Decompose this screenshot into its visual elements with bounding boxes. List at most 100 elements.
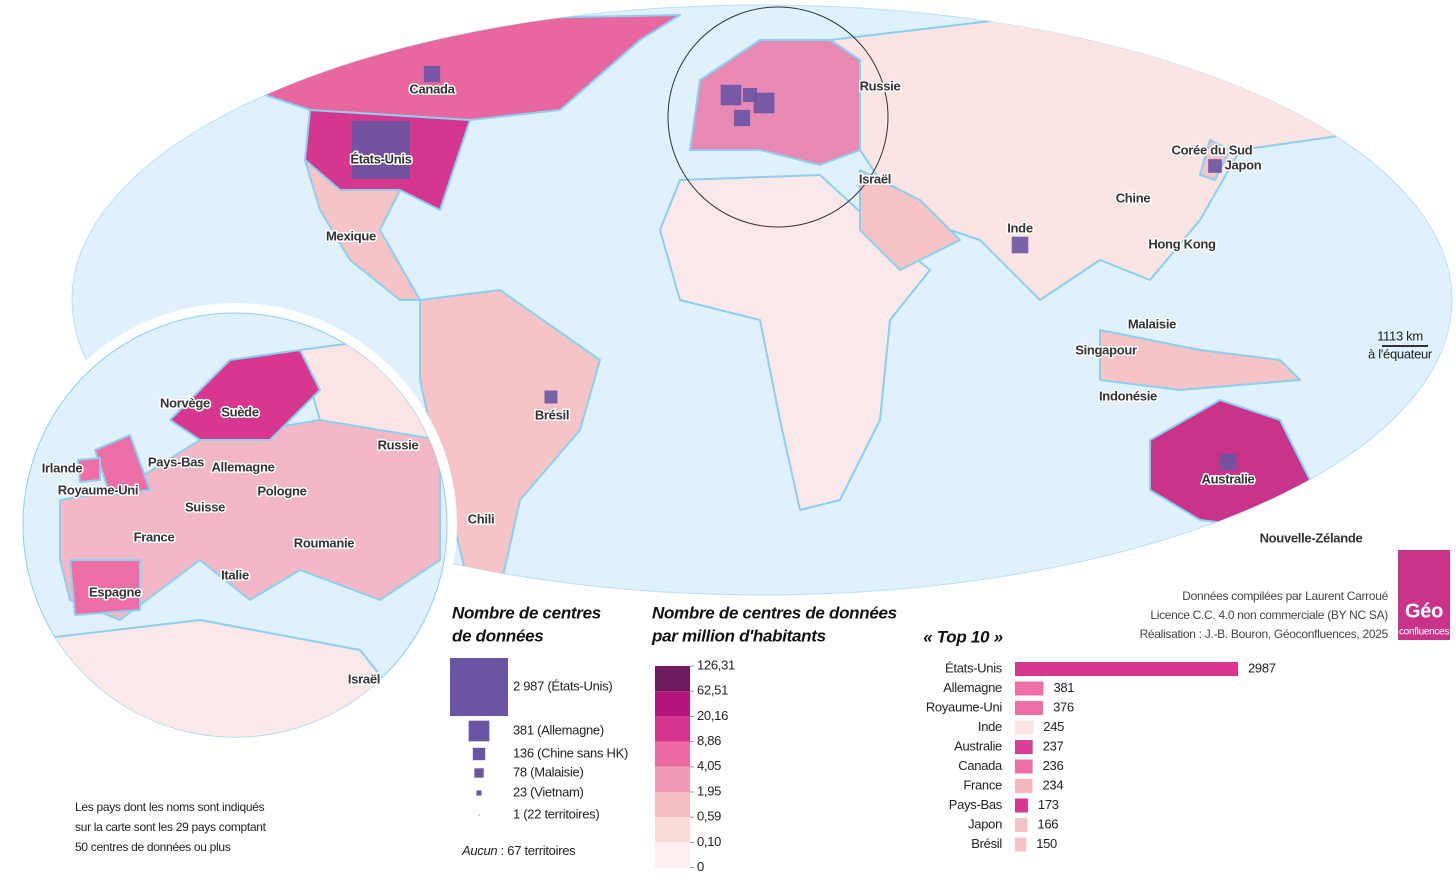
credit-line: Licence C.C. 4.0 non commerciale (BY NC … <box>1150 608 1388 622</box>
top10-category: Inde <box>978 719 1002 734</box>
inset-country-label: Allemagne <box>211 459 274 474</box>
top10-bar <box>1015 662 1238 676</box>
country-label: Israël <box>859 171 891 186</box>
country-label: Australie <box>1202 471 1255 486</box>
top10-category: Japon <box>968 816 1002 831</box>
density-class <box>655 842 690 868</box>
credit-line: Réalisation : J.-B. Bouron, Géoconfluenc… <box>1140 627 1389 641</box>
inset-country-label: Norvège <box>160 395 210 410</box>
density-break-label: 8,86 <box>697 733 721 748</box>
size-legend-square <box>478 814 480 816</box>
country-label: Russie <box>860 78 901 93</box>
credit-line: Données compilées par Laurent Carroué <box>1182 589 1388 603</box>
datacenter-square <box>1011 236 1029 254</box>
inset-ireland <box>77 457 101 483</box>
country-label: Chili <box>468 511 495 526</box>
datacenter-square <box>1208 159 1222 173</box>
size-legend-title: de données <box>452 626 543 645</box>
inset-country-label: France <box>134 529 175 544</box>
density-class <box>655 716 690 742</box>
top10-title: « Top 10 » <box>923 627 1003 646</box>
density-class <box>655 792 690 818</box>
none-text: Aucun : 67 territoires <box>461 843 576 858</box>
top10-category: Allemagne <box>943 680 1002 695</box>
inset-country-label: Irlande <box>42 460 83 475</box>
top10-bar <box>1015 779 1033 793</box>
top10-bar <box>1015 740 1033 754</box>
top10-category: Canada <box>958 758 1003 773</box>
density-break-label: 4,05 <box>697 758 721 773</box>
logo-subtitle: confluences <box>1399 627 1449 638</box>
inset-country-label: Espagne <box>89 584 141 599</box>
size-legend-label: 2 987 (États-Unis) <box>513 678 612 693</box>
datacenter-square <box>733 109 751 127</box>
country-label: Indonésie <box>1099 388 1157 403</box>
credits-panel <box>1100 585 1456 675</box>
inset-country-label: Pays-Bas <box>148 454 204 469</box>
top10-category: Australie <box>954 738 1002 753</box>
logo <box>1398 550 1450 640</box>
scale-caption: à l'équateur <box>1368 346 1433 361</box>
datacenter-square <box>743 88 757 102</box>
size-legend-label: 23 (Vietnam) <box>513 784 584 799</box>
density-class <box>655 766 690 792</box>
scale-distance: 1113 km <box>1377 328 1423 343</box>
country-label: Canada <box>409 81 455 96</box>
country-label: Chine <box>1116 190 1151 205</box>
top10-bar <box>1015 818 1028 832</box>
country-label: Corée du Sud <box>1172 142 1253 157</box>
inset-country-label: Suède <box>221 404 259 419</box>
datacenter-square <box>753 92 775 114</box>
density-break-label: 1,95 <box>697 783 721 798</box>
top10-category: Pays-Bas <box>949 797 1003 812</box>
top10-value: 245 <box>1043 719 1064 734</box>
density-class <box>655 666 690 692</box>
top10-value: 2987 <box>1248 660 1276 675</box>
size-legend-square <box>450 658 508 716</box>
density-legend-title: Nombre de centres de données <box>652 603 897 622</box>
country-label: États-Unis <box>350 151 411 166</box>
top10-category: États-Unis <box>945 660 1003 675</box>
size-legend-square <box>468 720 490 742</box>
top10-category: Royaume-Uni <box>926 699 1003 714</box>
size-legend-label: 381 (Allemagne) <box>513 722 604 737</box>
datacenter-square <box>352 121 410 179</box>
size-legend-square <box>476 790 482 796</box>
size-legend-label: 136 (Chine sans HK) <box>513 745 628 760</box>
density-class <box>655 691 690 717</box>
none-count: : 67 territoires <box>497 843 576 858</box>
country-label: Hong Kong <box>1148 236 1216 251</box>
top10-category: France <box>963 777 1002 792</box>
top10-value: 173 <box>1038 797 1059 812</box>
size-legend-square <box>474 768 484 778</box>
density-class <box>655 741 690 767</box>
top10-value: 381 <box>1053 680 1074 695</box>
datacenter-square <box>544 390 558 404</box>
top10-bar <box>1015 798 1028 813</box>
country-label: Mexique <box>326 228 376 243</box>
inset-map <box>13 303 457 747</box>
top10-value: 237 <box>1043 738 1064 753</box>
datacenter-square <box>1219 453 1237 471</box>
europe-focus <box>667 6 889 228</box>
inset-country-label: Roumanie <box>294 535 355 550</box>
size-legend-label: 78 (Malaisie) <box>513 764 584 779</box>
top10-bar <box>1015 720 1034 735</box>
density-break-label: 126,31 <box>697 657 735 672</box>
top10-value: 376 <box>1053 699 1074 714</box>
southeast-asia <box>1099 329 1301 391</box>
top10-value: 236 <box>1043 758 1064 773</box>
size-legend-title: Nombre de centres <box>452 603 601 622</box>
inset-uk <box>94 434 151 496</box>
top10-bar <box>1015 837 1027 852</box>
density-legend-title: par million d'habitants <box>651 626 826 645</box>
datacenter-square <box>720 84 742 106</box>
top10-value: 234 <box>1042 777 1063 792</box>
density-break-label: 0 <box>697 859 704 874</box>
country-label: Nouvelle-Zélande <box>1260 530 1363 545</box>
europe <box>689 39 861 166</box>
note-line: Les pays dont les noms sont indiqués <box>75 800 265 814</box>
none-label: Aucun <box>461 843 497 858</box>
